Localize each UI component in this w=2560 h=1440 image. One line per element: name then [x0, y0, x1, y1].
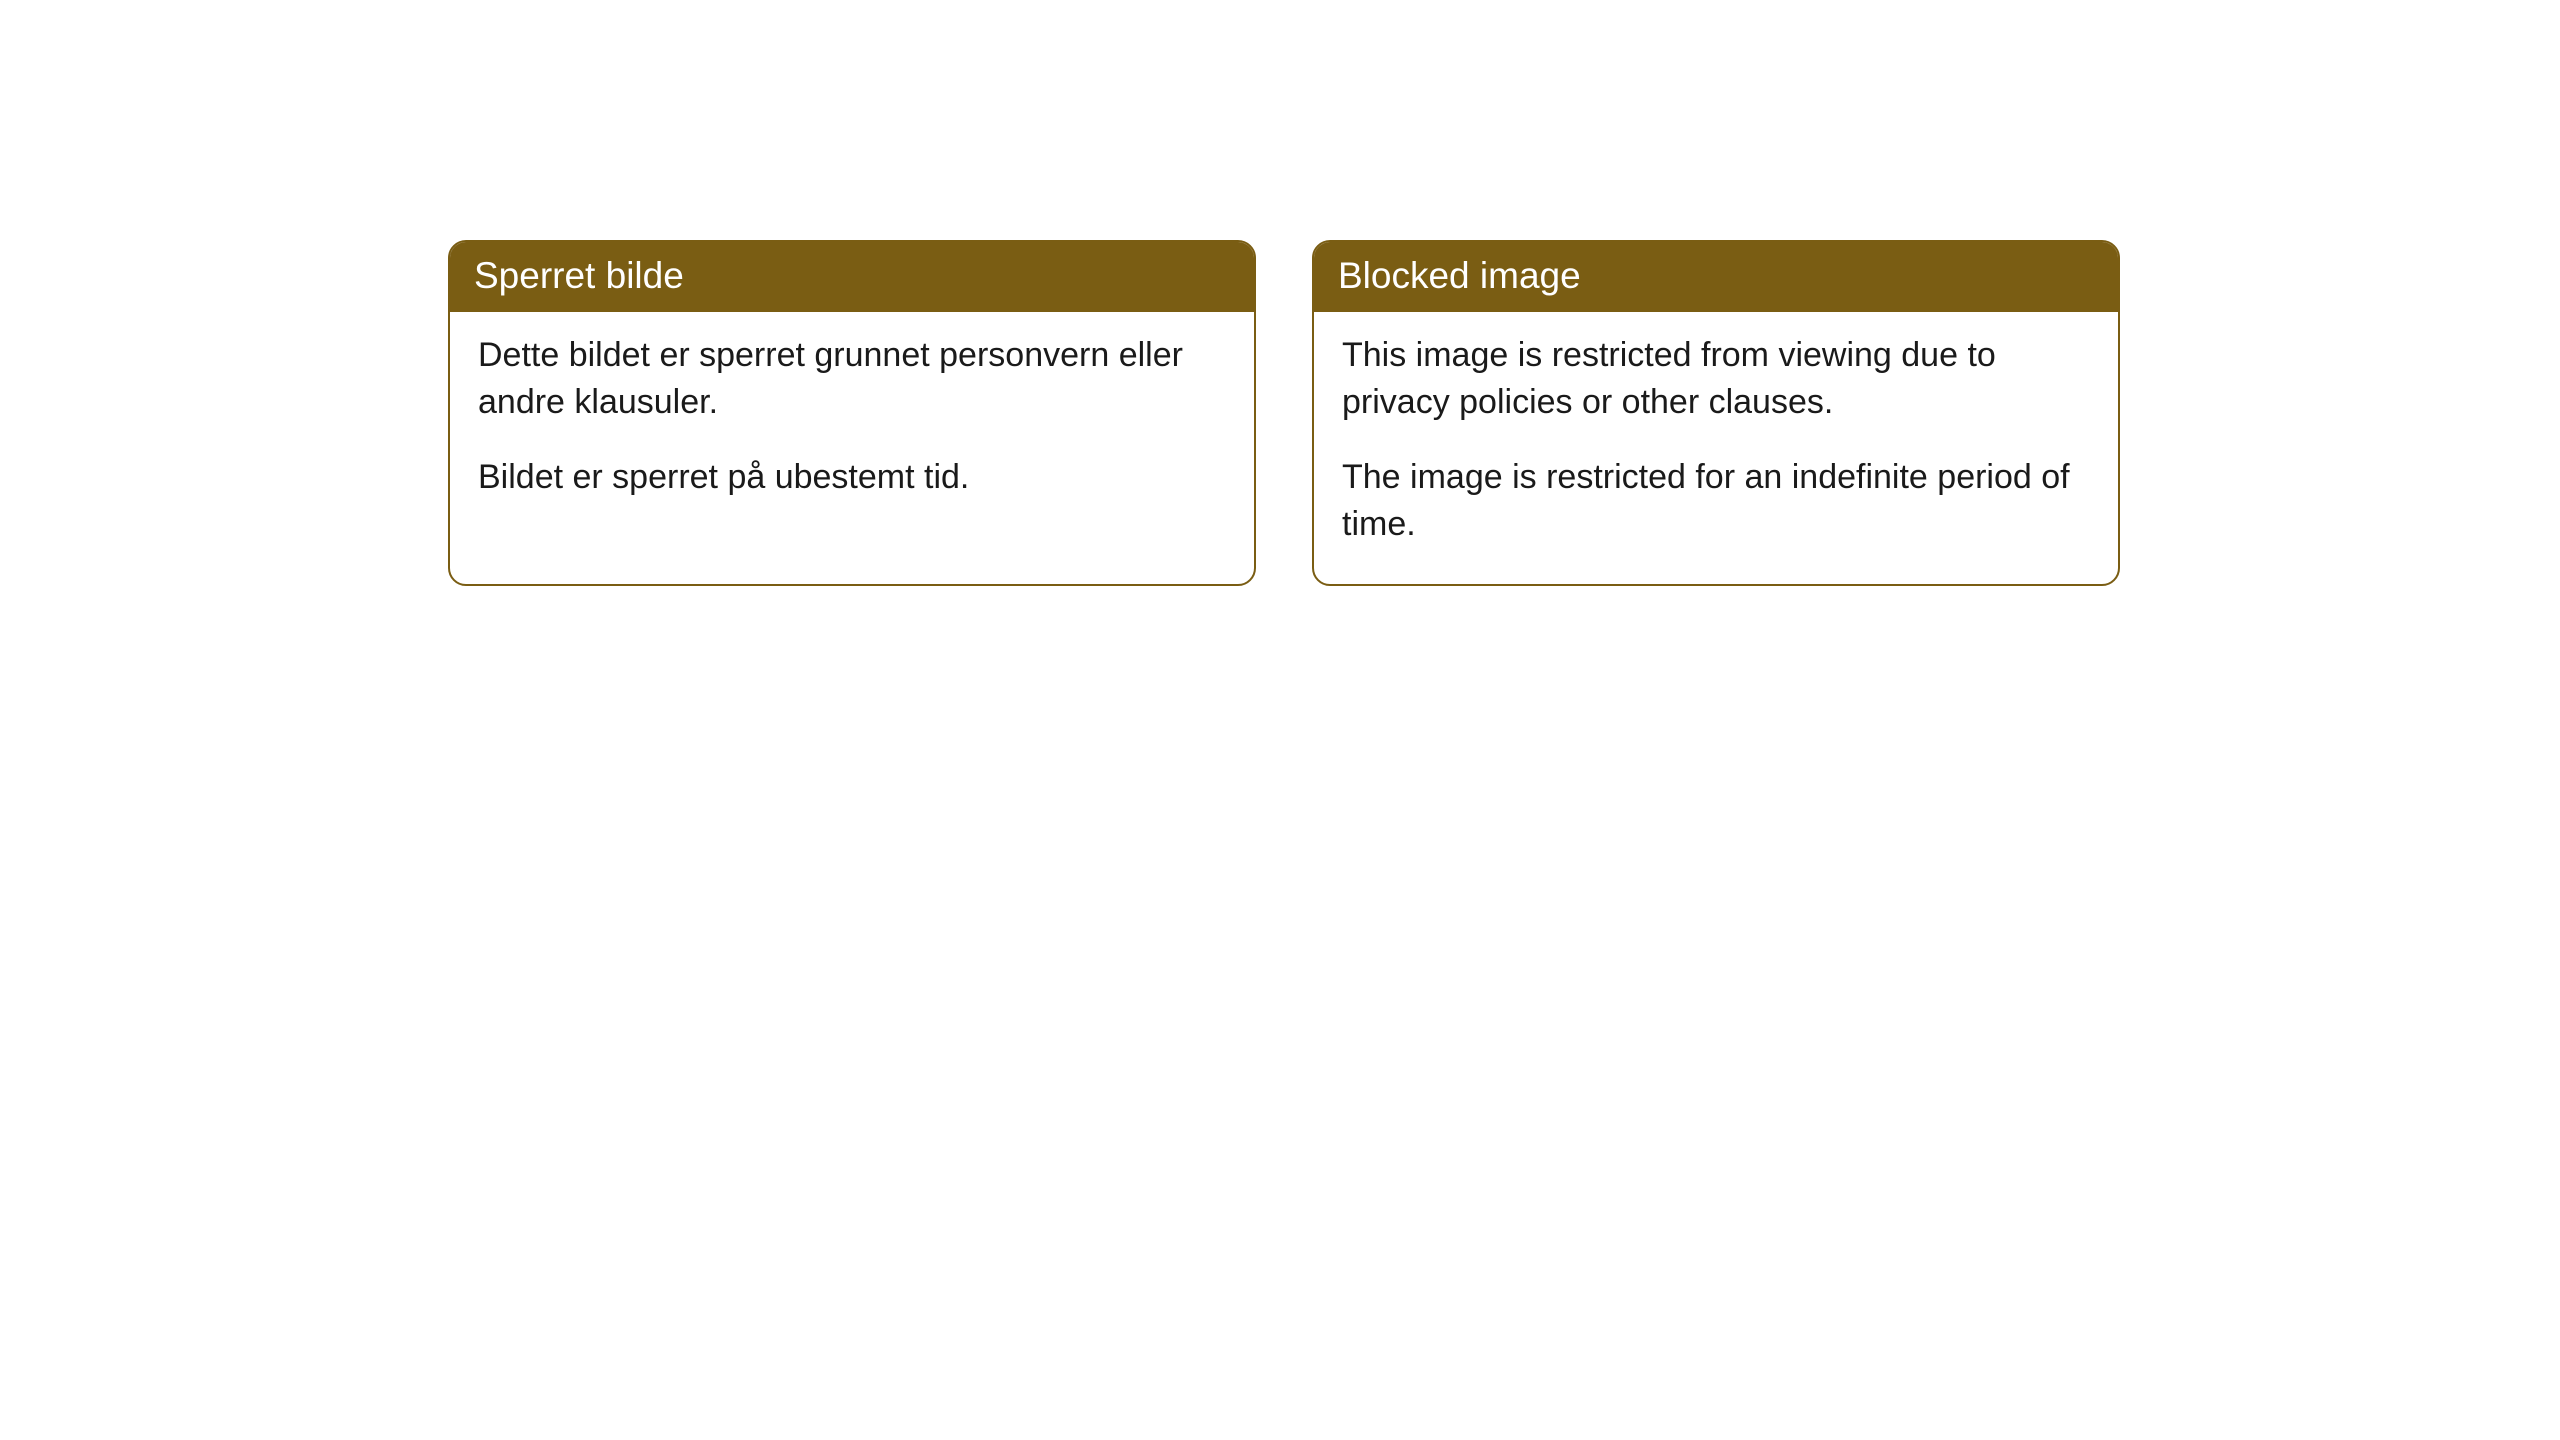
card-body-norwegian: Dette bildet er sperret grunnet personve… — [450, 312, 1254, 537]
card-paragraph-2: Bildet er sperret på ubestemt tid. — [478, 454, 1226, 501]
card-body-english: This image is restricted from viewing du… — [1314, 312, 2118, 584]
notice-cards-container: Sperret bilde Dette bildet er sperret gr… — [448, 240, 2120, 586]
card-title-norwegian: Sperret bilde — [450, 242, 1254, 312]
card-paragraph-2: The image is restricted for an indefinit… — [1342, 454, 2090, 548]
card-paragraph-1: Dette bildet er sperret grunnet personve… — [478, 332, 1226, 426]
card-title-english: Blocked image — [1314, 242, 2118, 312]
card-paragraph-1: This image is restricted from viewing du… — [1342, 332, 2090, 426]
blocked-image-card-english: Blocked image This image is restricted f… — [1312, 240, 2120, 586]
blocked-image-card-norwegian: Sperret bilde Dette bildet er sperret gr… — [448, 240, 1256, 586]
